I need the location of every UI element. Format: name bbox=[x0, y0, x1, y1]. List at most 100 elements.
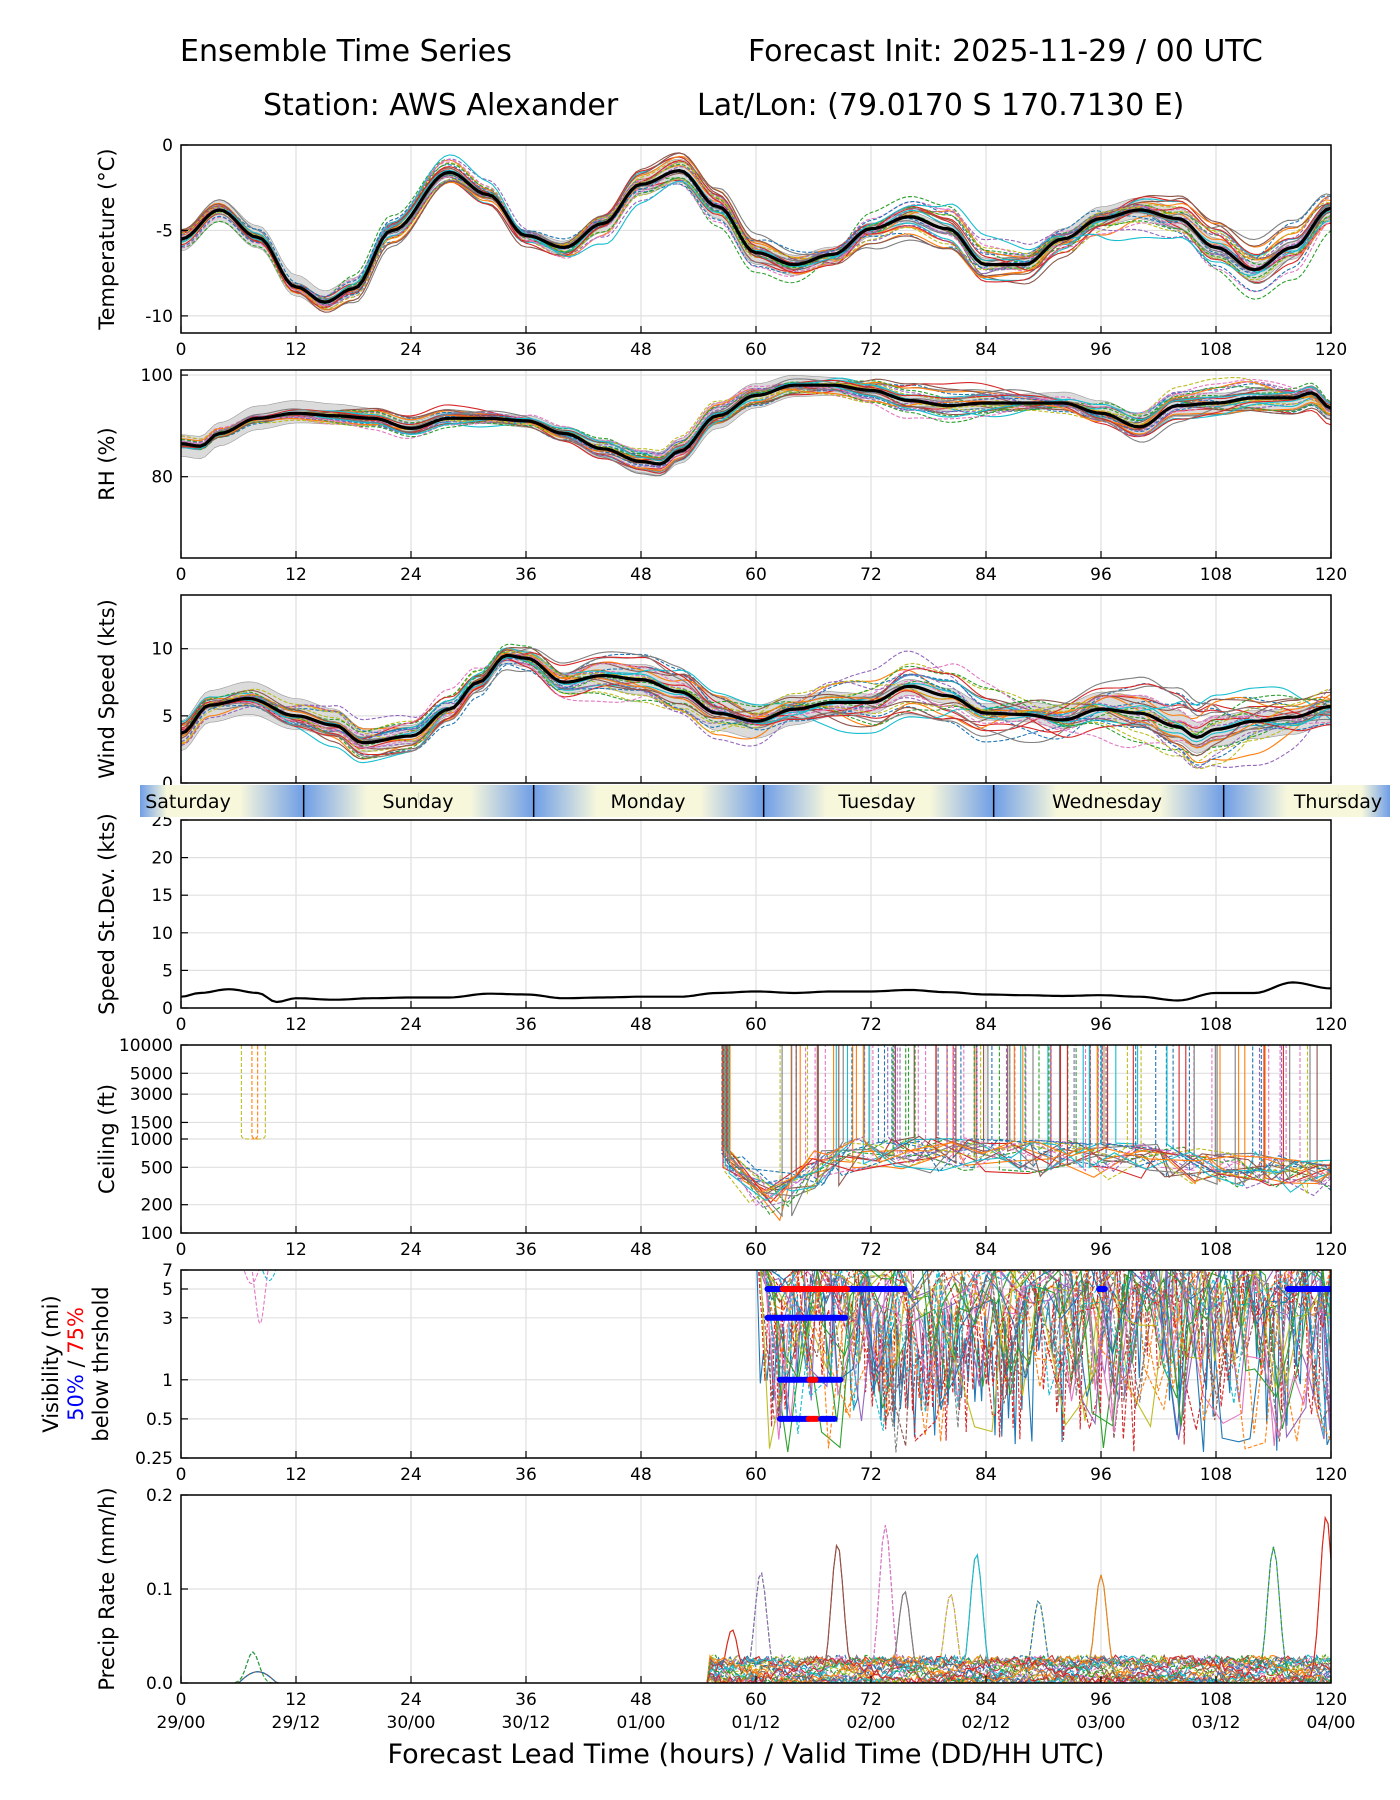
y-tick-label: -5 bbox=[156, 221, 173, 241]
x-tick-label: 120 bbox=[1315, 1015, 1347, 1035]
ensemble-member-line bbox=[181, 152, 1331, 313]
x-tick-label: 24 bbox=[400, 340, 422, 360]
x-tick-label: 120 bbox=[1315, 1690, 1347, 1710]
ensemble-member-line bbox=[181, 161, 1331, 309]
ensemble-member-line bbox=[181, 647, 1331, 757]
ceiling-member-line bbox=[725, 1045, 1331, 1208]
y-tick-label: 7 bbox=[162, 1261, 173, 1281]
day-band-segment bbox=[763, 785, 879, 817]
panel-temperature: 0-5-100 12 24 36 48 60 72 84 96 108 120Temperature… bbox=[95, 136, 1347, 360]
ceiling-member-line bbox=[240, 1045, 266, 1140]
y-axis-label: Ceiling (ft) bbox=[95, 1084, 119, 1194]
x-tick-label: 96 bbox=[1090, 565, 1112, 585]
y-axis-label: Speed St.Dev. (kts) bbox=[95, 813, 119, 1015]
y-tick-label: 0.25 bbox=[135, 1449, 173, 1469]
x-tick-label: 72 bbox=[860, 565, 882, 585]
x-tick-label: 24 bbox=[400, 1690, 422, 1710]
x-tick-label: 0 bbox=[176, 1465, 187, 1485]
ensemble-member-line bbox=[181, 383, 1331, 467]
y-tick-label: 100 bbox=[141, 366, 173, 386]
ensemble-mean-line bbox=[181, 168, 1331, 304]
day-band-segment bbox=[648, 785, 764, 817]
ceiling-member-line bbox=[721, 1045, 1331, 1222]
ensemble-member-line bbox=[181, 651, 1331, 757]
x-tick-label: 120 bbox=[1315, 340, 1347, 360]
y-tick-label: 15 bbox=[151, 886, 173, 906]
x-tick-label: 12 bbox=[285, 1015, 307, 1035]
x-tick-label: 84 bbox=[975, 1690, 997, 1710]
valid-time-label: 29/00 bbox=[157, 1713, 206, 1733]
x-tick-label: 12 bbox=[285, 340, 307, 360]
x-tick-label: 84 bbox=[975, 1240, 997, 1260]
x-tick-label: 0 bbox=[176, 1240, 187, 1260]
ceiling-member-line bbox=[729, 1045, 1331, 1186]
x-axis-label: Forecast Lead Time (hours) / Valid Time … bbox=[388, 1739, 1105, 1770]
x-tick-label: 60 bbox=[745, 1465, 767, 1485]
x-tick-label: 120 bbox=[1315, 1240, 1347, 1260]
visibility-member-line bbox=[767, 1270, 1331, 1453]
x-tick-label: 36 bbox=[515, 565, 537, 585]
ensemble-member-line bbox=[181, 653, 1331, 749]
y-tick-label: 1500 bbox=[130, 1113, 173, 1133]
visibility-percent-label: 50% / 75% bbox=[64, 1307, 88, 1421]
ceiling-member-line bbox=[725, 1045, 1331, 1191]
y-tick-label: 100 bbox=[141, 1224, 173, 1244]
y-tick-label: 0.1 bbox=[146, 1580, 173, 1600]
x-tick-label: 60 bbox=[745, 565, 767, 585]
valid-time-label: 03/12 bbox=[1192, 1713, 1241, 1733]
x-tick-label: 36 bbox=[515, 340, 537, 360]
ensemble-member-line bbox=[181, 380, 1331, 456]
ensemble-member-line bbox=[181, 643, 1331, 759]
x-tick-label: 24 bbox=[400, 1465, 422, 1485]
x-tick-label: 96 bbox=[1090, 1690, 1112, 1710]
ensemble-mean-line bbox=[181, 653, 1331, 745]
valid-time-label: 30/12 bbox=[502, 1713, 551, 1733]
figure-title: Ensemble Time Series bbox=[180, 34, 512, 69]
y-tick-label: 80 bbox=[151, 468, 173, 488]
visibility-member-line bbox=[243, 1270, 260, 1285]
y-axis-label: Temperature (°C) bbox=[95, 148, 119, 330]
day-band-segment bbox=[418, 785, 534, 817]
y-tick-label: 0.2 bbox=[146, 1486, 173, 1506]
ensemble-member-line bbox=[181, 159, 1331, 300]
x-tick-label: 72 bbox=[860, 1240, 882, 1260]
day-label-monday: Monday bbox=[610, 791, 685, 813]
x-tick-label: 108 bbox=[1200, 1465, 1232, 1485]
x-tick-label: 48 bbox=[630, 1690, 652, 1710]
ceiling-member-line bbox=[727, 1045, 1331, 1197]
x-tick-label: 60 bbox=[745, 1015, 767, 1035]
x-tick-label: 36 bbox=[515, 1240, 537, 1260]
precip-member-line bbox=[181, 1553, 1331, 1683]
valid-time-label: 30/00 bbox=[387, 1713, 436, 1733]
y-tick-label: 10000 bbox=[119, 1036, 173, 1056]
pct-separator: / bbox=[64, 1354, 88, 1374]
ensemble-member-line bbox=[181, 383, 1331, 465]
ensemble-member-line bbox=[181, 654, 1331, 770]
ensemble-member-line bbox=[181, 378, 1331, 466]
ensemble-member-line bbox=[181, 381, 1331, 458]
ceiling-member-line bbox=[728, 1045, 1331, 1202]
x-tick-label: 12 bbox=[285, 1690, 307, 1710]
visibility-threshold-label: below thrshold bbox=[89, 1286, 113, 1441]
panel-visibility: 75 3 1 0.5 0.250 12 24 36 48 60 72 84 96 108 120 Visibi… bbox=[39, 1261, 1347, 1485]
ensemble-member-line bbox=[181, 156, 1331, 307]
x-tick-label: 60 bbox=[745, 340, 767, 360]
y-tick-label: 10 bbox=[151, 640, 173, 660]
y-tick-label: 0 bbox=[162, 136, 173, 156]
visibility-member-line bbox=[767, 1270, 1331, 1436]
day-label-sunday: Sunday bbox=[382, 791, 453, 813]
valid-time-label: 03/00 bbox=[1077, 1713, 1126, 1733]
x-tick-label: 72 bbox=[860, 1015, 882, 1035]
x-tick-label: 72 bbox=[860, 1465, 882, 1485]
day-band-segment bbox=[1223, 785, 1339, 817]
forecast-init-label: Forecast Init: 2025-11-29 / 00 UTC bbox=[748, 34, 1263, 69]
visibility-member-line bbox=[761, 1270, 1331, 1443]
pct-50-label: 50% bbox=[64, 1374, 88, 1421]
visibility-member-line bbox=[763, 1270, 1331, 1440]
valid-time-label: 02/12 bbox=[962, 1713, 1011, 1733]
x-tick-label: 72 bbox=[860, 340, 882, 360]
x-tick-label: 84 bbox=[975, 1015, 997, 1035]
x-tick-label: 72 bbox=[860, 1690, 882, 1710]
